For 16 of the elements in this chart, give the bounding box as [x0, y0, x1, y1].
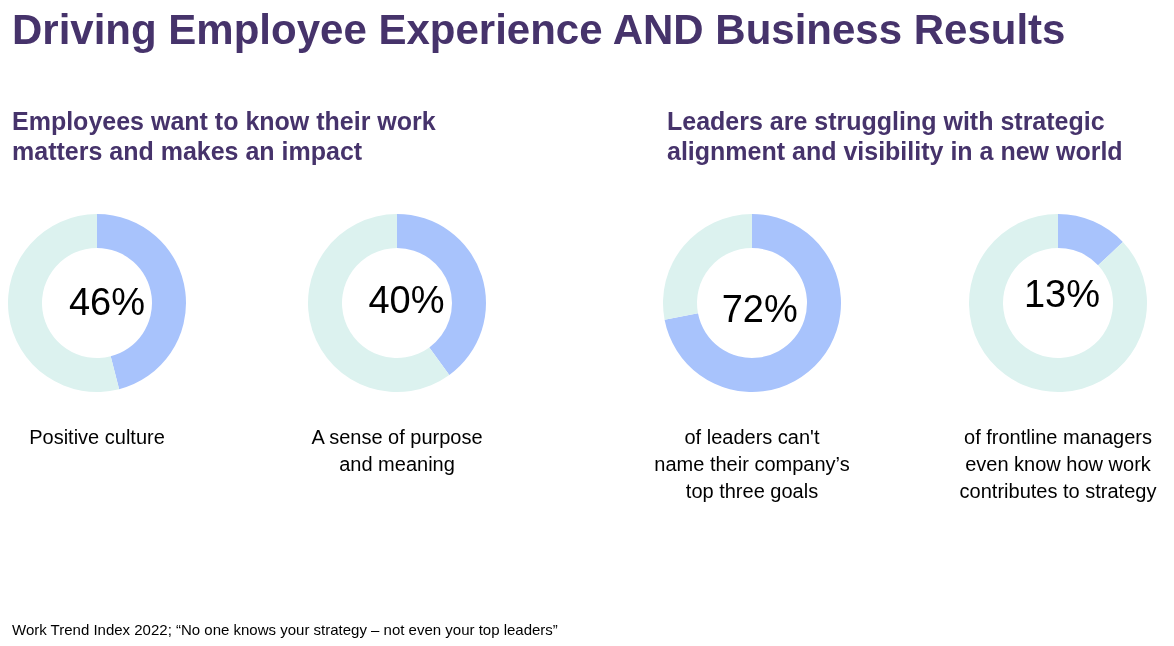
data-label: 46%: [68, 280, 145, 323]
donut-slice: [664, 214, 841, 392]
data-label: 40%: [368, 278, 445, 321]
text: Leaders are struggling with strategic alignment and visibility in a new world: [667, 107, 1123, 165]
donut-slice: [969, 214, 1147, 392]
text: A sense of purpose and meaning: [311, 426, 483, 475]
text: of frontline managers even know how work contributes to strategy: [959, 426, 1157, 502]
data-label: 72%: [721, 288, 798, 331]
chart-subtitle: Employees want to know their work matters and makes an impact: [12, 107, 436, 165]
donut-slice: [308, 214, 450, 392]
data-label: 13%: [1023, 272, 1100, 315]
text: of leaders can't name their company’s top three goals: [654, 426, 850, 502]
text: Work Trend Index 2022; “No one knows your strategy – not even your top leaders”: [12, 621, 558, 638]
text: Positive culture: [29, 426, 165, 448]
donut-slice: [1058, 214, 1123, 266]
text: Driving Employee Experience AND Business Results: [12, 6, 1066, 53]
